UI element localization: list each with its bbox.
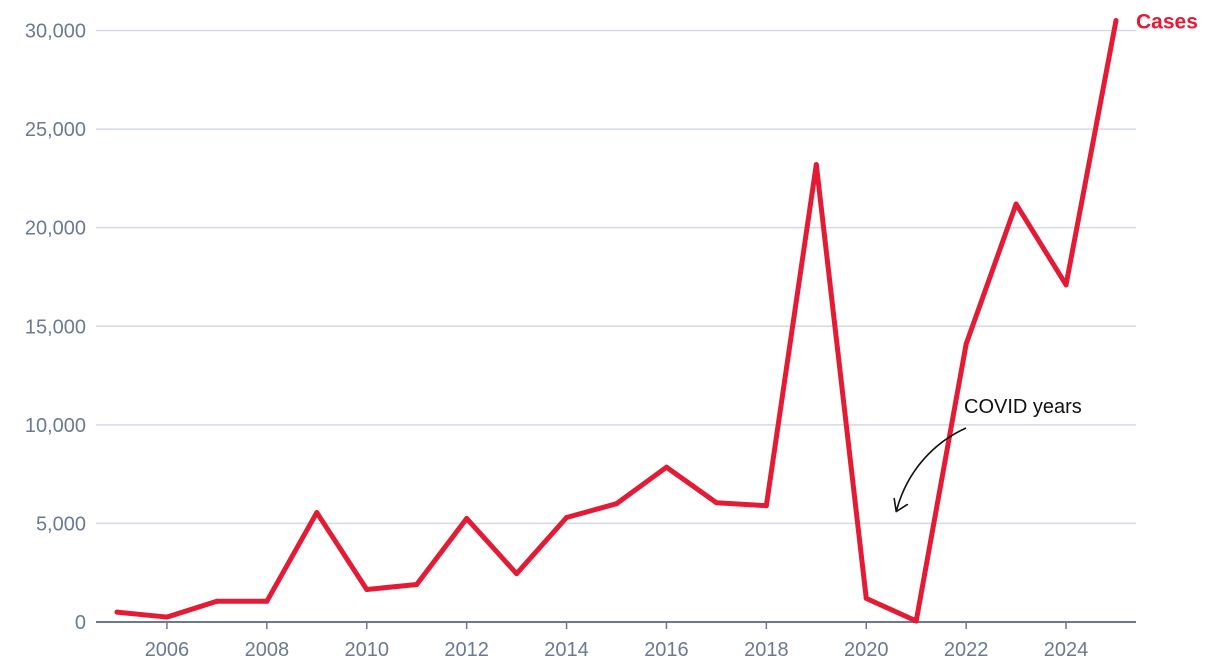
series-layer: Cases: [114, 11, 1198, 624]
data-point: [514, 571, 520, 577]
x-tick-label: 2022: [944, 639, 989, 661]
data-point: [364, 586, 370, 592]
data-point: [663, 464, 669, 470]
data-point: [863, 595, 869, 601]
data-point: [1013, 201, 1019, 207]
data-point: [564, 515, 570, 521]
y-tick-label: 15,000: [25, 316, 86, 338]
x-tick-label: 2014: [544, 639, 589, 661]
data-point: [763, 503, 769, 509]
data-point: [713, 500, 719, 506]
gridlines: [96, 29, 1136, 525]
series-label: Cases: [1136, 11, 1198, 34]
data-point: [214, 598, 220, 604]
x-tick-label: 2006: [145, 639, 190, 661]
y-tick-label: 20,000: [25, 218, 86, 240]
x-tick-label: 2024: [1044, 639, 1089, 661]
data-point: [1113, 18, 1119, 24]
data-point: [464, 515, 470, 521]
data-point: [264, 598, 270, 604]
x-tick-label: 2010: [345, 639, 390, 661]
y-tick-label: 0: [75, 612, 86, 634]
annotation-arrow: [895, 427, 967, 512]
x-tick-label: 2020: [844, 639, 889, 661]
x-tick-label: 2012: [444, 639, 489, 661]
x-tick-label: 2008: [245, 639, 290, 661]
data-point: [414, 582, 420, 588]
data-point: [1063, 282, 1069, 288]
annotation-label: COVID years: [964, 396, 1082, 418]
series-line-cases: [114, 18, 1119, 624]
y-tick-label: 30,000: [25, 21, 86, 43]
y-tick-label: 25,000: [25, 119, 86, 141]
data-point: [164, 614, 170, 620]
data-point: [963, 341, 969, 347]
x-tick-label: 2018: [744, 639, 789, 661]
annotation-arrowhead: [893, 497, 909, 513]
y-tick-label: 5,000: [36, 513, 86, 535]
y-tick-label: 10,000: [25, 415, 86, 437]
data-point: [813, 162, 819, 168]
data-point: [913, 618, 919, 624]
data-point: [614, 501, 619, 507]
data-point: [314, 510, 320, 516]
axes: 0 5,000 10,000 15,000 20,000 25,000 30,000 2006…: [25, 21, 1136, 661]
annotations: COVID years: [893, 396, 1082, 513]
data-point: [114, 609, 120, 615]
x-tick-label: 2016: [644, 639, 689, 661]
